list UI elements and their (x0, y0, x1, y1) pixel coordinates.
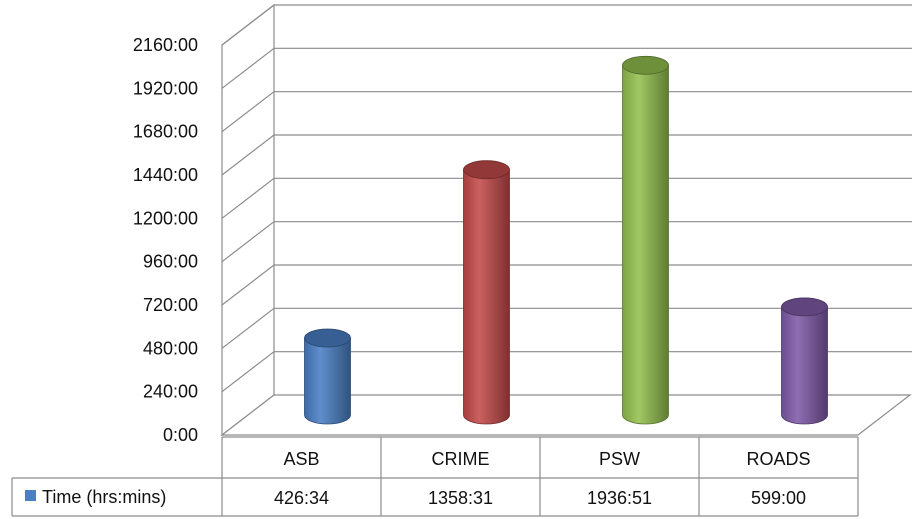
y-tick-label: 240:00 (143, 382, 198, 402)
bar-body (622, 64, 669, 425)
side-wall (221, 3, 275, 437)
gridline (221, 264, 912, 306)
y-tick-label: 480:00 (143, 338, 198, 358)
gridline (221, 221, 912, 263)
gridline (221, 91, 912, 133)
bar-top (304, 328, 351, 348)
data-label: 1936:51 (587, 488, 652, 508)
y-axis: 0:00 240:00 480:00 720:00 960:00 1200:00 1440:… (133, 35, 198, 445)
gridline (221, 351, 912, 393)
bar-psw (622, 55, 669, 425)
bar-top (781, 297, 828, 317)
y-tick-label: 2160:00 (133, 35, 198, 55)
y-tick-label: 1920:00 (133, 78, 198, 98)
bars (304, 55, 828, 425)
y-tick-label: 960:00 (143, 252, 198, 272)
bar-body (463, 169, 510, 425)
y-tick-label: 0:00 (163, 425, 198, 445)
bar-top (463, 160, 510, 180)
bar-body (304, 337, 351, 425)
y-tick-label: 1680:00 (133, 122, 198, 142)
bar-asb (304, 328, 351, 425)
gridline (221, 177, 912, 219)
data-label: 599:00 (751, 488, 806, 508)
gridline (221, 4, 912, 46)
gridline (221, 47, 912, 89)
legend-swatch (25, 490, 36, 501)
gridline (221, 307, 912, 349)
x-tick-label: ASB (283, 449, 319, 469)
gridline (221, 134, 912, 176)
x-tick-label: PSW (599, 449, 640, 469)
floor (220, 394, 912, 436)
data-table: ASB 426:34 CRIME 1358:31 PSW 1936:51 ROADS 599:… (11, 436, 859, 517)
x-tick-label: ROADS (746, 449, 810, 469)
y-tick-label: 720:00 (143, 295, 198, 315)
data-label: 426:34 (274, 488, 329, 508)
bar-top (622, 55, 669, 75)
legend-label: Time (hrs:mins) (42, 487, 166, 507)
x-tick-label: CRIME (432, 449, 490, 469)
bar-roads (781, 297, 828, 425)
y-tick-label: 1200:00 (133, 208, 198, 228)
bar-body (781, 306, 828, 425)
bar-crime (463, 160, 510, 425)
data-label: 1358:31 (428, 488, 493, 508)
y-tick-label: 1440:00 (133, 165, 198, 185)
gridlines (221, 4, 912, 393)
